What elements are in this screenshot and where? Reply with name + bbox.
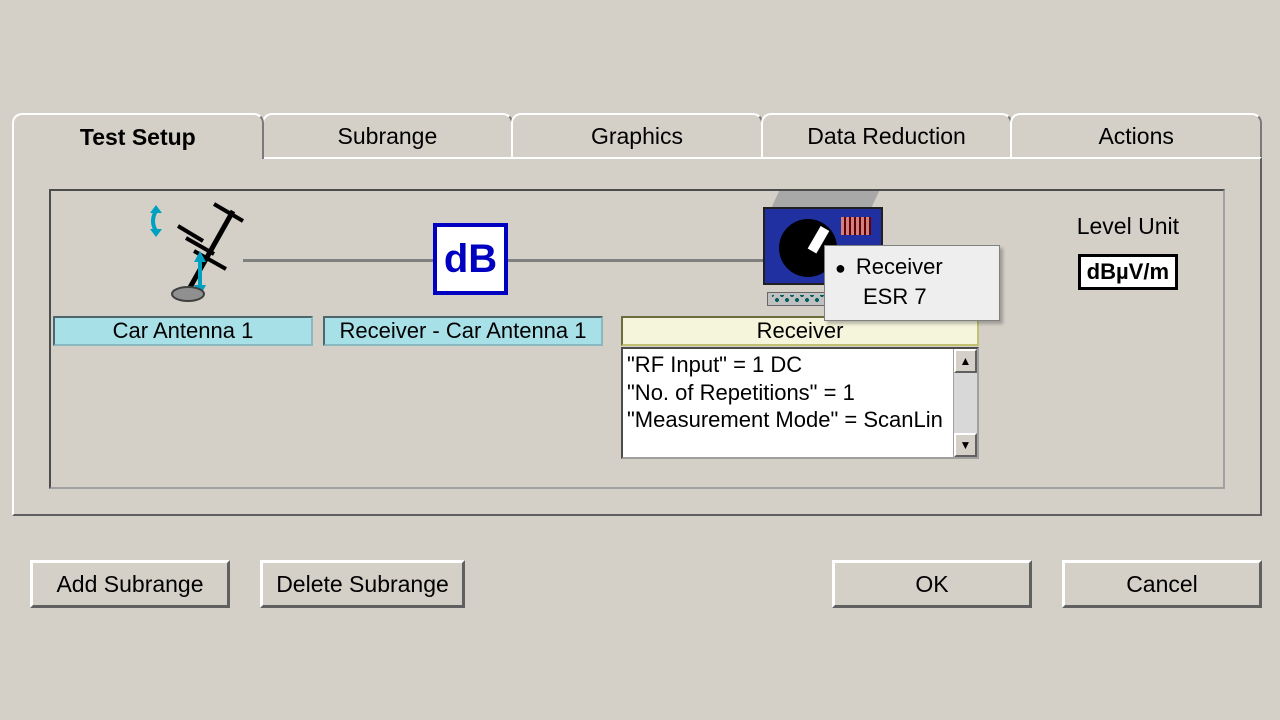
delete-subrange-button[interactable]: Delete Subrange [260,560,465,608]
level-unit-value[interactable]: dBµV/m [1078,254,1178,290]
scroll-up-button[interactable]: ▲ [954,349,977,373]
chain-connector-line [243,259,828,262]
dialog-button-row: Add Subrange Delete Subrange OK Cancel [12,560,1262,608]
tab-graphics[interactable]: Graphics [511,113,763,159]
button-spacer [465,560,832,608]
antenna-icon[interactable] [148,196,258,306]
tab-subrange[interactable]: Subrange [262,113,514,159]
tab-label: Graphics [591,123,683,150]
settings-dialog: Test Setup Subrange Graphics Data Reduct… [12,113,1262,516]
attenuation-field[interactable]: Receiver - Car Antenna 1 [323,316,603,346]
parameter-line: "No. of Repetitions" = 1 [627,379,949,407]
tab-strip: Test Setup Subrange Graphics Data Reduct… [12,113,1262,159]
button-label: Add Subrange [56,571,203,598]
tab-test-setup[interactable]: Test Setup [12,113,264,159]
level-unit-label: Level Unit [1077,213,1179,240]
tab-panel-test-setup: dB Receiver ESR 7 [12,157,1262,516]
signal-chain-row: dB Receiver ESR 7 [63,201,1211,321]
receiver-field-text: Receiver [757,318,844,344]
parameter-list-content: "RF Input" = 1 DC "No. of Repetitions" =… [623,349,953,457]
parameter-scrollbar[interactable]: ▲ ▼ [953,349,977,457]
button-label: Delete Subrange [276,571,449,598]
attenuation-icon-text: dB [444,237,497,282]
receiver-tooltip: Receiver ESR 7 [824,245,1000,321]
tab-label: Data Reduction [807,123,966,150]
tab-actions[interactable]: Actions [1010,113,1262,159]
add-subrange-button[interactable]: Add Subrange [30,560,230,608]
scroll-down-button[interactable]: ▼ [954,433,977,457]
attenuation-icon[interactable]: dB [433,223,508,295]
antenna-field-text: Car Antenna 1 [113,318,254,344]
button-label: Cancel [1126,571,1198,598]
parameter-line: "RF Input" = 1 DC [627,351,949,379]
tab-data-reduction[interactable]: Data Reduction [761,113,1013,159]
antenna-field[interactable]: Car Antenna 1 [53,316,313,346]
tab-label: Test Setup [80,124,196,151]
tooltip-model: ESR 7 [835,284,989,310]
ok-button[interactable]: OK [832,560,1032,608]
level-unit-section: Level Unit dBµV/m [1077,213,1179,290]
tooltip-title: Receiver [835,254,989,280]
attenuation-field-text: Receiver - Car Antenna 1 [339,318,586,344]
parameter-line: "Measurement Mode" = ScanLin [627,406,949,434]
button-label: OK [915,571,948,598]
tab-label: Actions [1098,123,1173,150]
signal-chain-box: dB Receiver ESR 7 [49,189,1225,489]
cancel-button[interactable]: Cancel [1062,560,1262,608]
tab-label: Subrange [338,123,438,150]
receiver-parameter-list[interactable]: "RF Input" = 1 DC "No. of Repetitions" =… [621,347,979,459]
